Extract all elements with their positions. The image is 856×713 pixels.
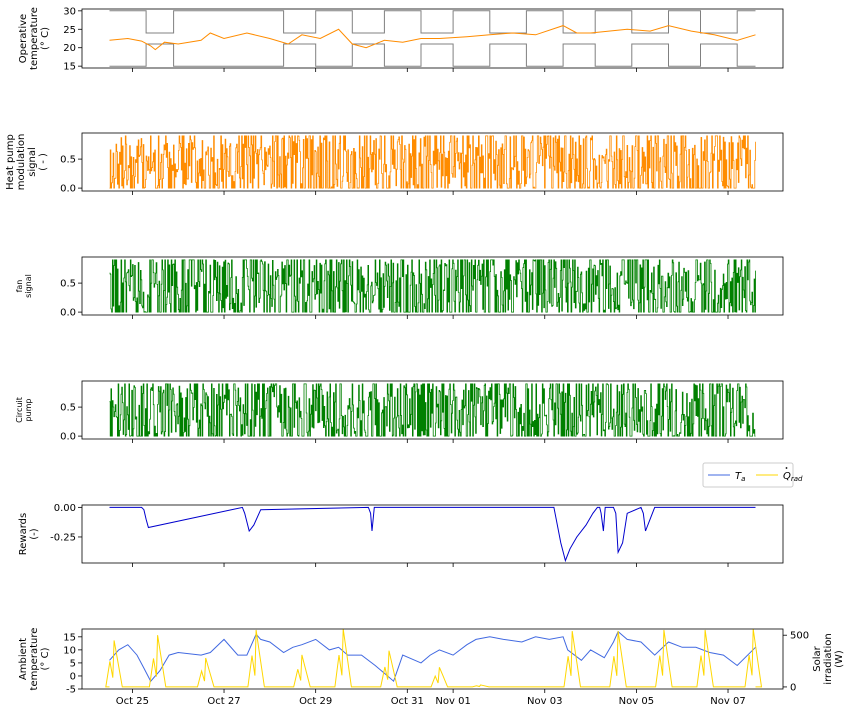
y-axis-label-4: (-)	[29, 528, 40, 540]
y-tick-label-0: 15	[63, 62, 76, 73]
y-tick-label-3: 0.0	[60, 432, 76, 443]
y-tick-label-2: 0.5	[60, 279, 76, 290]
y-tick-label-5: -5	[66, 685, 76, 696]
series-line-3-0	[109, 383, 756, 437]
y-axis-label-0: (° C)	[40, 27, 51, 50]
axes-frame-5	[81, 628, 784, 690]
y-tick-label-5: 15	[63, 632, 76, 643]
axes-frame-3	[81, 380, 784, 440]
y-axis-label-1: Heat pump	[5, 134, 16, 190]
y-axis-label-5: (° C)	[40, 647, 51, 670]
y-tick-label-3: 0.5	[60, 403, 76, 414]
y-axis-label-1: ( - )	[38, 153, 49, 171]
legend-label-0: Ta	[735, 471, 745, 483]
y-axis-label-2: signal	[24, 274, 33, 298]
x-tick-label: Nov 07	[710, 696, 745, 707]
y-axis-label-0: temperature	[29, 7, 40, 70]
y-tick-label-4: 0.00	[54, 503, 76, 514]
y-tick-label-5: 0	[70, 671, 76, 682]
axes-frame-1	[81, 132, 784, 192]
y-axis-label-2: fan	[15, 280, 24, 293]
y-tick-label-0: 30	[63, 6, 76, 17]
x-tick-label: Oct 25	[116, 696, 149, 707]
series-line-1-0	[109, 135, 756, 189]
y-axis-label-1: signal	[27, 147, 38, 177]
y-tick-label-1: 0.0	[60, 184, 76, 195]
y2-tick-label: 500	[790, 631, 809, 642]
y-axis-label-5: temperature	[29, 628, 40, 691]
series-line-4-0	[109, 506, 756, 563]
series-line-2-0	[109, 259, 756, 313]
y2-axis-label: Solar	[812, 645, 823, 671]
x-tick-label: Oct 27	[207, 696, 240, 707]
y-tick-label-0: 25	[63, 25, 76, 36]
y-axis-label-1: modulation	[16, 134, 27, 191]
y-tick-label-5: 10	[63, 645, 76, 656]
y-tick-label-0: 20	[63, 43, 76, 54]
x-tick-label: Nov 01	[435, 696, 470, 707]
x-tick-label: Oct 29	[299, 696, 332, 707]
series-line-0-0	[109, 10, 756, 34]
y-axis-label-5: Ambient	[18, 638, 29, 680]
y-tick-label-2: 0.0	[60, 308, 76, 319]
y-axis-label-4: Rewards	[18, 513, 29, 555]
y-tick-label-4: -0.25	[50, 532, 76, 543]
x-tick-label: Oct 31	[391, 696, 424, 707]
series-line-0-2	[109, 25, 756, 51]
y-axis-label-3: pump	[24, 398, 33, 421]
y-tick-label-5: 5	[70, 658, 76, 669]
y-axis-label-0: Operative	[18, 14, 29, 63]
y-axis-label-3: Circuit	[15, 397, 24, 423]
y2-axis-label: (W)	[834, 650, 845, 668]
axes-frame-2	[81, 256, 784, 316]
series-line-0-1	[109, 43, 756, 67]
legend-dot-accent	[785, 467, 788, 469]
axes-frame-0	[81, 8, 784, 69]
series-line-5-1	[105, 628, 763, 688]
legend-box	[702, 462, 794, 488]
y2-tick-label: 0	[790, 682, 796, 693]
x-tick-label: Nov 05	[619, 696, 654, 707]
x-tick-label: Nov 03	[527, 696, 562, 707]
axes-frame-4	[81, 504, 784, 564]
series-line-5-0	[109, 630, 756, 683]
legend-label-1: Qrad	[783, 471, 803, 483]
y-tick-label-1: 0.5	[60, 155, 76, 166]
y2-axis-label: irradiation	[823, 633, 834, 684]
